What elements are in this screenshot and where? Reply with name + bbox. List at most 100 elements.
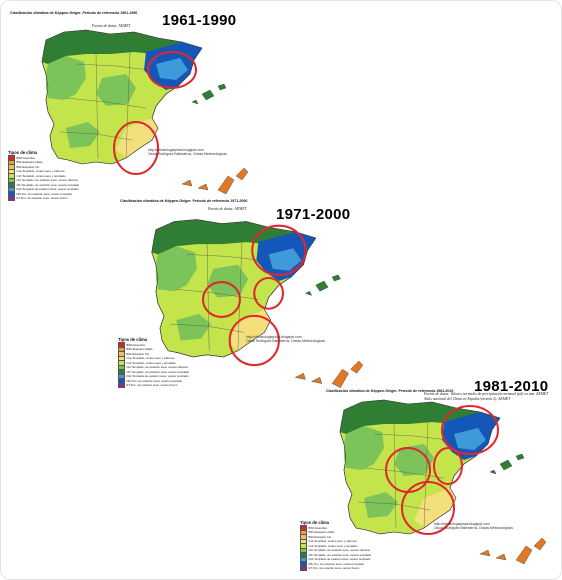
climate-legend: Tipos de clima BWh Desértico BSh Estepari… <box>300 520 372 571</box>
legend-item: Dfb Frío, sin estación seca, verano temp… <box>118 378 189 384</box>
legend-swatch <box>118 382 125 388</box>
legend-item: Csa Templado, verano seco y caluroso <box>300 538 371 545</box>
legend-item: Csb Templado, verano seco y templado <box>300 543 371 549</box>
legend-label: Dsb Templado de estación seca, verano te… <box>16 187 79 192</box>
highlight-circle <box>433 447 463 485</box>
legend-label: ET Frío, sin estación seca, verano fresc… <box>16 196 68 201</box>
legend-label: Csa Templado, verano seco y caluroso <box>308 539 357 544</box>
cool-south <box>364 492 398 518</box>
legend-item: ET Frío, sin estación seca, verano fresc… <box>300 565 371 571</box>
legend-item: Csb Templado, verano seco y templado <box>8 173 79 179</box>
legend-item: Dfb Frío, sin estación seca, verano temp… <box>8 191 79 197</box>
legend-title: Tipos de clima <box>300 520 330 525</box>
legend-item: BSk Estepario frío <box>8 164 79 170</box>
legend-item: BSh Estepario cálido <box>8 159 79 166</box>
legend-item: Csb Templado, verano seco y templado <box>118 360 189 366</box>
legend-label: Csb Templado, verano seco y templado <box>126 360 176 365</box>
highlight-circle <box>441 405 499 455</box>
peninsula-outline <box>151 219 317 358</box>
legend-item: ET Frío, sin estación seca, verano fresc… <box>118 382 189 388</box>
legend-title: Tipos de clima <box>8 150 38 155</box>
spain-climate-map <box>339 399 547 565</box>
balearic-islands <box>304 274 341 296</box>
legend-label: BWh Desértico <box>308 525 328 530</box>
credit-line: http://climatologiaymas.blogspot.com <box>246 335 302 339</box>
cool-center <box>207 264 249 298</box>
credit-line: Oscar Rodriguez Ballesteros, Ondas Meteo… <box>246 339 325 343</box>
map-panel-1981-2010: Clasificación climática de Köppen-Geiger… <box>298 378 560 578</box>
peninsula-outline <box>339 399 501 535</box>
legend-item: Cfa Templado, sin estación seca, verano … <box>118 364 189 371</box>
legend-label: Cfa Templado, sin estación seca, verano … <box>16 178 79 183</box>
legend-item: Dsb Templado de estación seca, verano te… <box>8 186 79 193</box>
oceanic-north <box>340 400 500 434</box>
map-panel-1961-1990: Clasificación climática de Köppen-Geiger… <box>6 8 256 208</box>
legend-item: Cfa Templado, sin estación seca, verano … <box>8 177 79 184</box>
legend-item: Cfa Templado, sin estación seca, verano … <box>300 547 371 554</box>
province-borders <box>170 242 263 351</box>
credit-line: Oscar Rodriguez Ballesteros, Ondas Meteo… <box>434 526 513 530</box>
period-heading: 1981-2010 <box>474 378 549 395</box>
highlight-circle <box>253 276 284 310</box>
legend-swatch <box>300 565 307 571</box>
legend-item: BSk Estepario frío <box>118 351 189 357</box>
map-panel-1971-2000: Clasificación climática de Köppen-Geiger… <box>112 197 374 402</box>
map-title: Clasificación climática de Köppen-Geiger… <box>10 11 138 15</box>
legend-label: ET Frío, sin estación seca, verano fresc… <box>308 566 360 571</box>
map-source: Fuente de datos: AEMET <box>92 24 131 28</box>
highlight-circle <box>147 51 197 89</box>
cool-west <box>155 246 197 292</box>
legend-label: BSk Estepario frío <box>126 351 150 356</box>
highlight-circle <box>113 121 159 175</box>
legend-item: Dsb Templado de estación seca, verano te… <box>118 373 189 380</box>
legend-label: ET Frío, sin estación seca, verano fresc… <box>126 383 178 388</box>
legend-label: Dfb Frío, sin estación seca, verano temp… <box>308 561 365 566</box>
map-source: Fuente de datos: AEMET <box>208 207 247 211</box>
legend-label: BWh Desértico <box>16 155 36 160</box>
spain-climate-map <box>151 219 364 388</box>
credit-line: http://climatologiaymas.blogspot.com <box>148 148 204 152</box>
legend-item: Dsb Templado de estación seca, verano te… <box>300 556 371 563</box>
map-source: Fuente de datos: Valores normales de pre… <box>424 392 549 396</box>
legend-item: Cfb Templado, sin estación seca, verano … <box>118 369 190 375</box>
legend-label: Cfb Templado, sin estación seca, verano … <box>126 369 190 374</box>
map-credit: http://climatologiaymas.blogspot.com Osc… <box>434 522 513 530</box>
legend-label: Cfa Templado, sin estación seca, verano … <box>126 365 189 370</box>
oceanic-north <box>151 219 316 255</box>
peninsula-outline <box>41 29 203 165</box>
legend-item: Csa Templado, verano seco y caluroso <box>8 168 79 175</box>
highlight-circle <box>401 481 455 535</box>
legend-label: Cfb Templado, sin estación seca, verano … <box>308 552 372 557</box>
legend-label: BSh Estepario cálido <box>126 347 153 352</box>
legend-label: Csa Templado, verano seco y caluroso <box>126 356 175 361</box>
legend-label: BWh Desértico <box>126 342 146 347</box>
climate-legend: Tipos de clima BWh Desértico BSh Estepari… <box>8 150 80 201</box>
highlight-circle <box>202 281 241 318</box>
legend-label: BSh Estepario cálido <box>308 530 335 535</box>
cool-center <box>394 444 434 476</box>
legend-label: BSk Estepario frío <box>16 164 40 169</box>
canary-islands <box>479 537 547 565</box>
legend-item: BSh Estepario cálido <box>118 346 189 353</box>
legend-item: BSh Estepario cálido <box>300 529 371 536</box>
humid-northeast <box>268 248 302 271</box>
legend-swatch <box>8 195 15 201</box>
legend-label: Dsb Templado de estación seca, verano te… <box>126 374 189 379</box>
map-source-secondary: Atlas nacional del Clima en España (vers… <box>424 397 511 401</box>
province-borders <box>357 421 449 529</box>
cool-south <box>176 313 212 341</box>
legend-label: BSk Estepario frío <box>308 534 332 539</box>
legend-label: Cfa Templado, sin estación seca, verano … <box>308 548 371 553</box>
period-heading: 1961-1990 <box>162 12 237 29</box>
legend-label: BSh Estepario cálido <box>16 160 43 165</box>
climate-legend: Tipos de clima BWh Desértico BSh Estepari… <box>118 337 190 388</box>
map-title: Clasificación climática de Köppen-Geiger… <box>120 199 248 203</box>
legend-item: Dfb Frío, sin estación seca, verano temp… <box>300 561 371 567</box>
legend-label: Cfb Templado, sin estación seca, verano … <box>16 182 80 187</box>
highlight-circle <box>228 314 280 367</box>
legend-item: Csa Templado, verano seco y caluroso <box>118 355 189 362</box>
humid-northeast <box>156 58 188 80</box>
oceanic-north <box>42 30 202 64</box>
canary-islands <box>294 360 364 388</box>
legend-item: BWh Desértico <box>8 155 79 161</box>
